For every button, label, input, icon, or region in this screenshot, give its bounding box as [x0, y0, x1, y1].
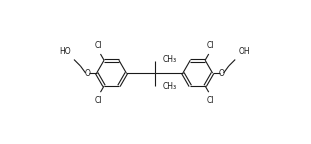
Text: Cl: Cl	[95, 41, 102, 50]
Text: OH: OH	[239, 47, 250, 56]
Text: CH₃: CH₃	[162, 55, 176, 64]
Text: CH₃: CH₃	[162, 82, 176, 91]
Text: HO: HO	[59, 47, 70, 56]
Text: Cl: Cl	[95, 96, 102, 105]
Text: O: O	[85, 69, 91, 78]
Text: Cl: Cl	[207, 96, 214, 105]
Text: O: O	[219, 69, 225, 78]
Text: Cl: Cl	[207, 41, 214, 50]
